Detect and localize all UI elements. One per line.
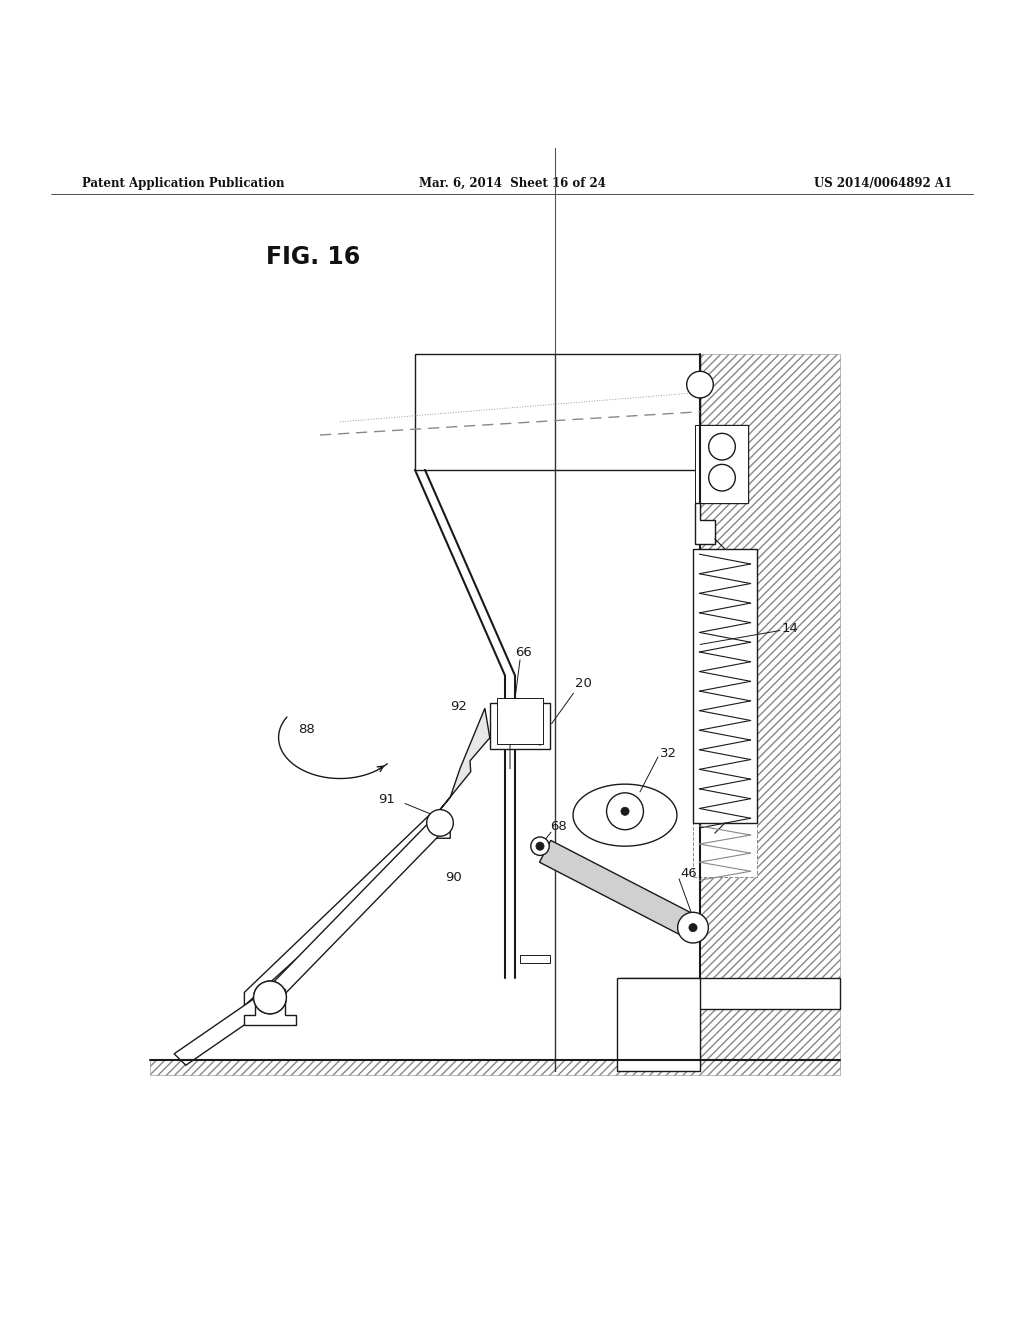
Text: 20: 20 bbox=[575, 677, 592, 690]
Circle shape bbox=[678, 912, 709, 942]
Circle shape bbox=[530, 837, 549, 855]
Circle shape bbox=[687, 371, 714, 397]
Text: US 2014/0064892 A1: US 2014/0064892 A1 bbox=[814, 177, 952, 190]
Polygon shape bbox=[174, 991, 275, 1065]
Text: 68: 68 bbox=[550, 820, 566, 833]
Bar bbox=[520, 954, 550, 962]
Bar bbox=[620, 978, 840, 1008]
Text: 91: 91 bbox=[378, 793, 395, 807]
Text: Patent Application Publication: Patent Application Publication bbox=[82, 177, 285, 190]
Polygon shape bbox=[245, 814, 451, 1006]
Circle shape bbox=[689, 924, 697, 932]
Text: 88: 88 bbox=[298, 723, 315, 737]
Bar bbox=[490, 702, 550, 750]
Circle shape bbox=[427, 809, 454, 837]
Text: 90: 90 bbox=[445, 871, 462, 883]
Bar bbox=[693, 549, 757, 822]
Bar bbox=[497, 698, 543, 743]
Circle shape bbox=[254, 981, 287, 1014]
Text: 46: 46 bbox=[680, 867, 696, 880]
Circle shape bbox=[709, 465, 735, 491]
Polygon shape bbox=[695, 503, 715, 544]
Text: 92: 92 bbox=[450, 700, 467, 713]
Polygon shape bbox=[700, 354, 840, 1068]
Text: FIG. 16: FIG. 16 bbox=[266, 246, 360, 269]
Bar bbox=[617, 978, 700, 1071]
Polygon shape bbox=[245, 989, 296, 1026]
Bar bbox=[701, 425, 748, 503]
Text: 32: 32 bbox=[660, 747, 677, 759]
Polygon shape bbox=[540, 841, 698, 939]
Circle shape bbox=[254, 981, 287, 1014]
Circle shape bbox=[709, 433, 735, 459]
Bar bbox=[695, 425, 748, 503]
Circle shape bbox=[536, 842, 544, 850]
Bar bbox=[693, 822, 757, 878]
Circle shape bbox=[606, 793, 643, 830]
Text: 66: 66 bbox=[515, 645, 531, 659]
Circle shape bbox=[621, 807, 629, 816]
Text: Mar. 6, 2014  Sheet 16 of 24: Mar. 6, 2014 Sheet 16 of 24 bbox=[419, 177, 605, 190]
Text: 14: 14 bbox=[782, 623, 799, 635]
Polygon shape bbox=[440, 709, 490, 809]
Polygon shape bbox=[150, 1060, 840, 1074]
Polygon shape bbox=[573, 784, 677, 846]
Bar bbox=[415, 354, 700, 470]
Polygon shape bbox=[264, 817, 445, 1003]
